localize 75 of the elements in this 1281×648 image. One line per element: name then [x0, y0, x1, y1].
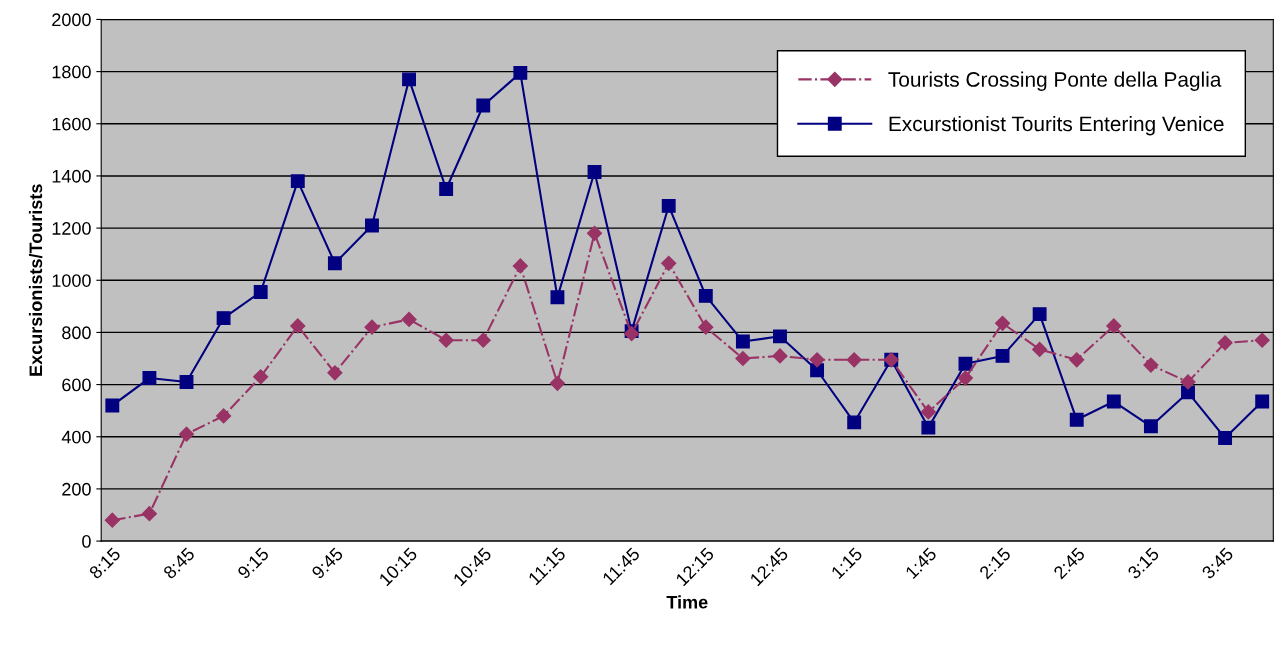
- point: [809, 352, 825, 368]
- point: [735, 350, 751, 367]
- y-tick-label: 400: [61, 430, 91, 444]
- point: [1143, 419, 1158, 434]
- point: [475, 332, 491, 348]
- legend-label: Tourists Crossing Ponte della Paglia: [888, 71, 1222, 91]
- y-tick-label: 1200: [52, 222, 91, 235]
- point: [772, 348, 788, 364]
- point: [142, 371, 157, 386]
- point: [401, 311, 417, 327]
- point: [698, 288, 713, 303]
- point: [1181, 385, 1195, 400]
- point: [1032, 307, 1047, 322]
- point: [549, 375, 566, 391]
- point: [847, 415, 862, 430]
- point: [1217, 335, 1233, 351]
- point: [1069, 352, 1085, 368]
- point: [1254, 332, 1270, 348]
- point: [476, 98, 491, 113]
- point: [216, 311, 231, 326]
- point: [661, 255, 677, 271]
- point: [920, 404, 936, 420]
- y-tick-label: 1600: [52, 117, 91, 131]
- y-tick-label: 0: [82, 535, 91, 548]
- point: [253, 369, 269, 385]
- point: [994, 315, 1011, 331]
- point: [253, 285, 268, 299]
- point: [957, 370, 974, 386]
- x-axis-title: Time: [666, 595, 708, 609]
- point: [958, 356, 973, 371]
- point: [1143, 357, 1159, 373]
- point: [1106, 394, 1121, 409]
- point: [513, 65, 528, 80]
- point: [1180, 374, 1196, 390]
- point: [1218, 431, 1233, 446]
- y-tick-label: 2000: [52, 13, 91, 27]
- point: [846, 352, 862, 368]
- point: [438, 332, 454, 348]
- point: [104, 512, 120, 528]
- point: [698, 319, 714, 335]
- legend-label: Excurstionist Tourits Entering Venice: [889, 115, 1224, 136]
- point: [661, 198, 676, 213]
- point: [1106, 318, 1122, 334]
- point: [512, 258, 528, 274]
- point: [327, 365, 343, 381]
- y-tick-label: 800: [62, 326, 91, 340]
- point: [773, 329, 787, 344]
- y-tick-label: 200: [62, 482, 91, 496]
- point: [290, 174, 305, 189]
- point: [810, 363, 825, 378]
- point: [439, 182, 454, 196]
- point: [1255, 394, 1270, 409]
- point: [1069, 412, 1084, 427]
- y-tick-label: 1800: [52, 65, 91, 79]
- point: [735, 334, 750, 349]
- point: [141, 506, 157, 522]
- y-tick-label: 600: [62, 378, 91, 392]
- point: [402, 72, 417, 87]
- point: [105, 398, 120, 413]
- point: [327, 256, 342, 271]
- point: [921, 420, 936, 435]
- point: [587, 165, 602, 179]
- y-tick-label: 1400: [52, 169, 91, 183]
- point: [550, 290, 565, 305]
- point: [178, 426, 195, 442]
- point: [179, 375, 194, 389]
- point: [995, 348, 1010, 363]
- point: [290, 318, 306, 334]
- point: [1032, 341, 1048, 357]
- point: [364, 319, 380, 335]
- point: [365, 218, 379, 233]
- point: [216, 408, 232, 424]
- point: [586, 225, 603, 241]
- y-axis-title: Excursionists/Tourists: [28, 184, 43, 376]
- y-tick-label: 1000: [52, 274, 91, 287]
